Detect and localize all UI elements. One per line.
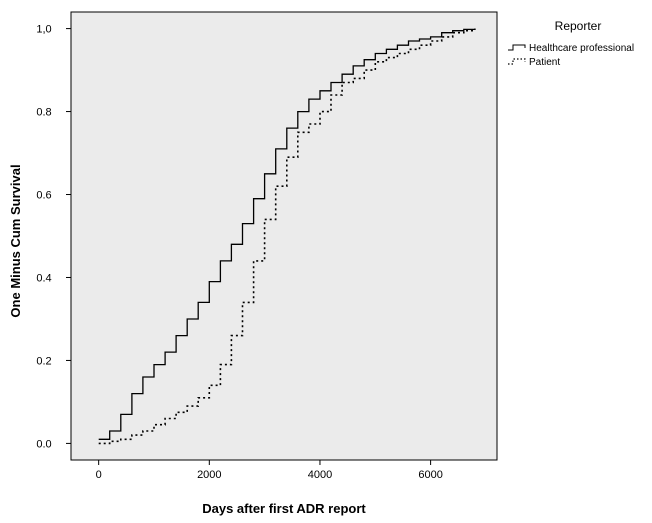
legend-swatch-patient (508, 58, 526, 65)
y-tick-label: 0.0 (36, 438, 51, 450)
series-line-healthcare-professional (98, 28, 476, 440)
plot-lines (98, 28, 476, 445)
y-tick-label: 0.2 (36, 355, 51, 367)
legend-title: Reporter (555, 19, 602, 33)
x-tick-label: 2000 (197, 469, 221, 481)
x-tick-label: 0 (96, 469, 102, 481)
legend-label-healthcare: Healthcare professional (529, 43, 634, 54)
x-tick-label: 6000 (418, 469, 442, 481)
legend-label-patient: Patient (529, 57, 560, 68)
legend: Reporter Healthcare professional Patient (508, 19, 634, 68)
y-axis-title: One Minus Cum Survival (8, 164, 23, 317)
x-axis-title: Days after first ADR report (202, 501, 366, 516)
legend-swatch-healthcare (508, 44, 526, 51)
y-tick-label: 0.6 (36, 190, 51, 202)
y-tick-label: 0.8 (36, 107, 51, 119)
y-tick-label: 0.4 (36, 272, 51, 284)
plot-area (70, 11, 498, 461)
x-tick-label: 4000 (308, 469, 332, 481)
y-tick-label: 1,0 (36, 24, 51, 36)
ticks: 0 2000 4000 6000 0.0 0.2 0.4 0.6 0.8 1,0 (36, 24, 443, 481)
series-line-patient (98, 28, 476, 445)
